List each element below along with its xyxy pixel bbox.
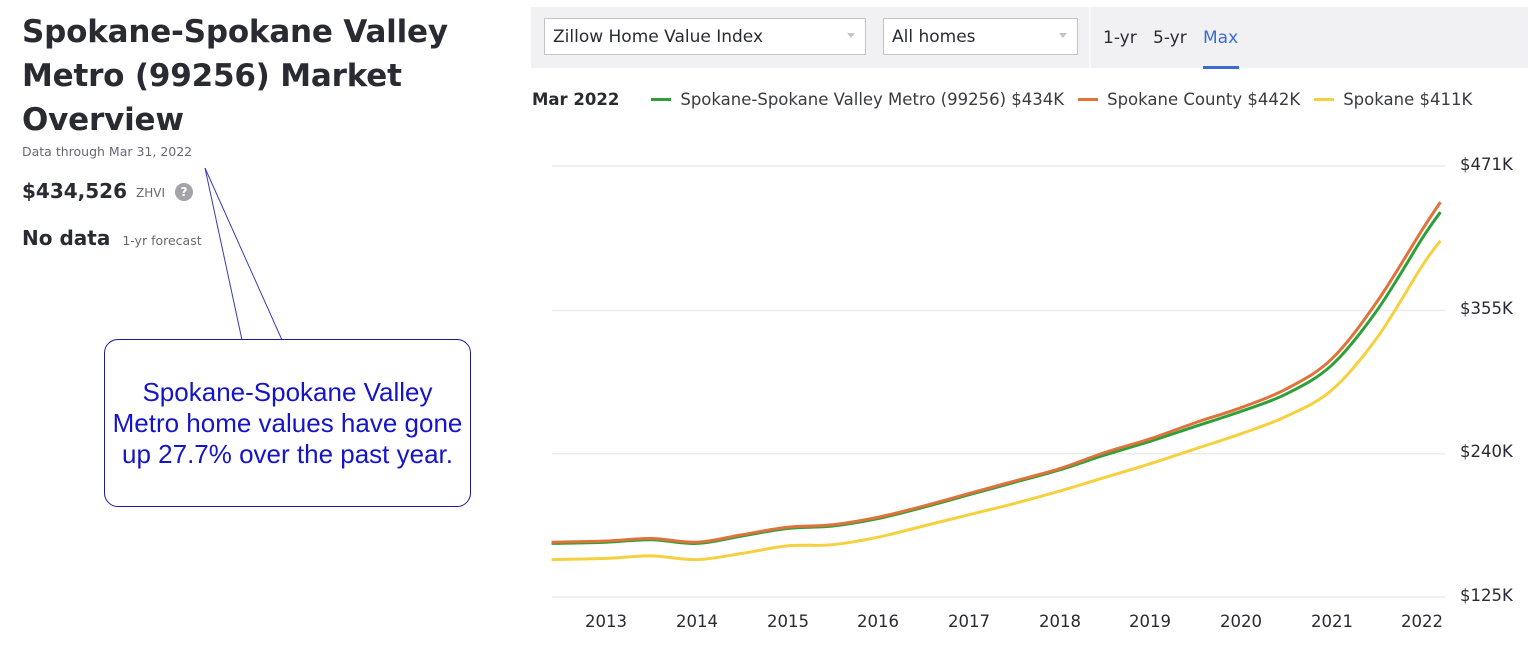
forecast-label: 1-yr forecast [122,232,202,248]
tab-5-yr[interactable]: 5-yr [1153,28,1187,48]
zhvi-label: ZHVI [136,186,166,200]
annotation-callout: Spokane-Spokane Valley Metro home values… [104,339,471,507]
x-tick-label: 2016 [857,612,899,631]
chevron-down-icon [1059,33,1067,38]
legend-date: Mar 2022 [532,90,620,109]
help-icon[interactable]: ? [175,183,194,201]
tab-max[interactable]: Max [1203,28,1239,48]
market-overview-panel: Spokane-Spokane Valley Metro (99256) Mar… [22,10,462,250]
data-through-date: Data through Mar 31, 2022 [22,144,193,159]
metric-select[interactable]: Zillow Home Value Index [544,18,866,55]
toolbar-divider [1089,7,1091,68]
legend-label: Spokane-Spokane Valley Metro (99256) $43… [680,90,1065,109]
chevron-down-icon [847,33,855,38]
x-tick-label: 2019 [1129,612,1171,631]
x-tick-label: 2020 [1220,612,1262,631]
forecast-row: No data 1-yr forecast [22,226,462,250]
forecast-value: No data [22,226,111,250]
x-tick-label: 2022 [1401,612,1443,631]
home-type-select-value: All homes [892,26,976,47]
x-tick-label: 2018 [1039,612,1081,631]
legend-swatch-green [651,98,672,101]
legend-item-city: Spokane $411K [1314,90,1472,109]
y-tick-label: $355K [1460,299,1513,318]
chart-toolbar: Zillow Home Value Index All homes 1-yr 5… [531,7,1528,69]
x-tick-label: 2013 [585,612,627,631]
legend-swatch-orange [1078,98,1099,101]
x-tick-label: 2015 [767,612,809,631]
page-title: Spokane-Spokane Valley Metro (99256) Mar… [22,14,448,138]
chart-legend: Mar 2022 Spokane-Spokane Valley Metro (9… [532,90,1486,109]
home-type-select[interactable]: All homes [883,18,1078,55]
series-line[interactable] [551,239,1442,562]
metric-select-value: Zillow Home Value Index [553,26,764,47]
y-tick-label: $471K [1460,155,1513,174]
y-tick-label: $240K [1460,442,1513,461]
callout-text: Spokane-Spokane Valley Metro home values… [112,376,463,469]
legend-label: Spokane County $442K [1107,90,1301,109]
zhvi-row: $434,526 ZHVI ? [22,179,462,203]
x-tick-label: 2021 [1311,612,1353,631]
legend-item-county: Spokane County $442K [1078,90,1300,109]
legend-swatch-yellow [1314,98,1335,101]
x-tick-label: 2017 [948,612,990,631]
zhvi-value: $434,526 [22,179,128,203]
tab-1-yr[interactable]: 1-yr [1103,28,1137,48]
y-tick-label: $125K [1460,586,1513,605]
active-tab-indicator [1203,66,1239,69]
legend-label: Spokane $411K [1343,90,1473,109]
legend-item-metro: Spokane-Spokane Valley Metro (99256) $43… [651,90,1064,109]
x-tick-label: 2014 [676,612,718,631]
series-line[interactable] [551,201,1442,544]
